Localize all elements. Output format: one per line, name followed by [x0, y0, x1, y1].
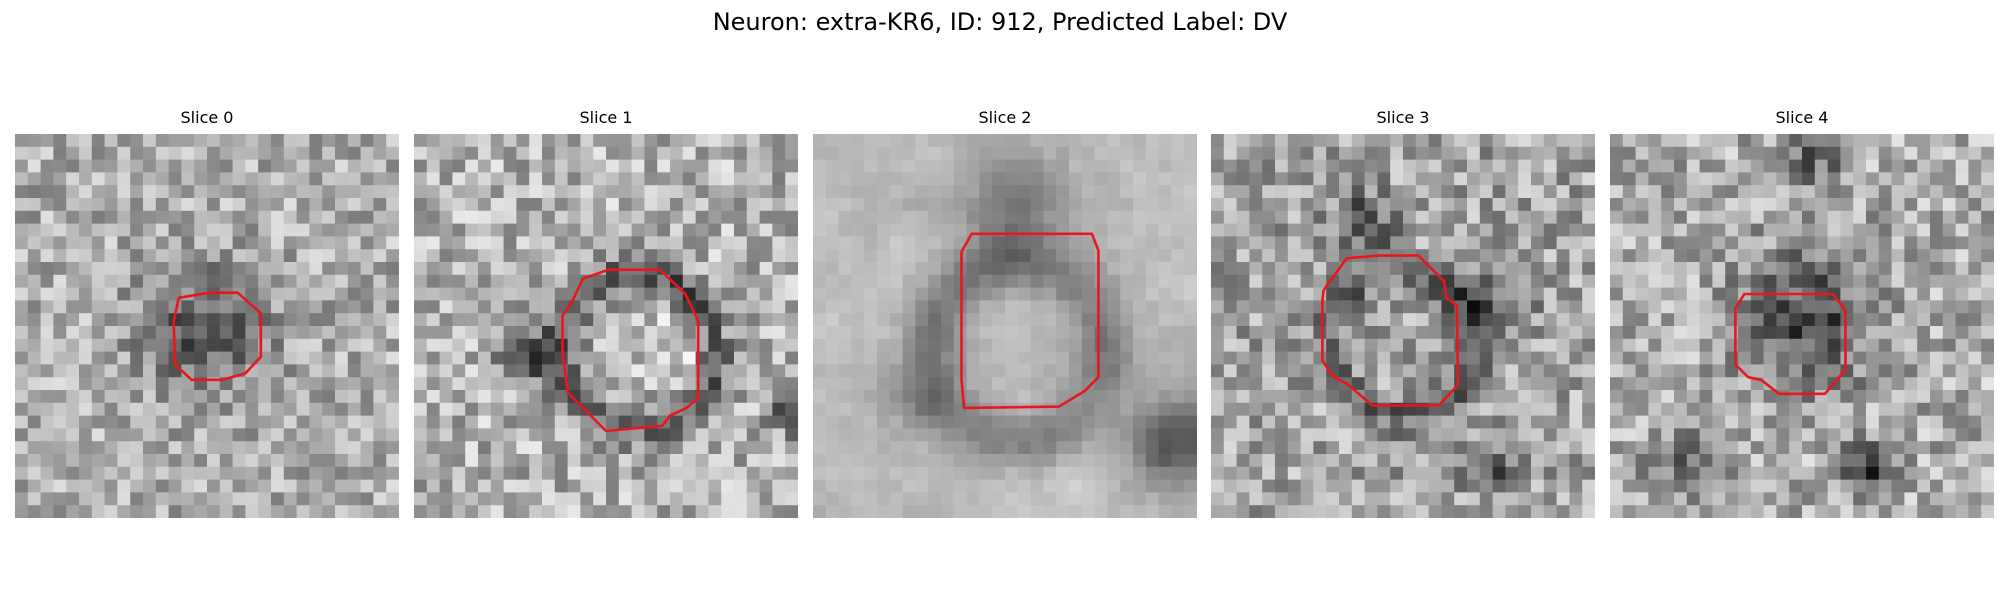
roi-outline-3: [1321, 254, 1460, 407]
slice-title-1: Slice 1: [579, 108, 633, 127]
slice-title-2: Slice 2: [978, 108, 1032, 127]
slice-panel-1: Slice 1: [414, 108, 798, 518]
slice-image-0: [15, 134, 399, 518]
slice-title-4: Slice 4: [1775, 108, 1829, 127]
slice-panel-3: Slice 3: [1211, 108, 1595, 518]
slice-image-3: [1211, 134, 1595, 518]
figure-title: Neuron: extra-KR6, ID: 912, Predicted La…: [712, 8, 1288, 36]
slice-title-3: Slice 3: [1376, 108, 1430, 127]
roi-outline-1: [561, 268, 700, 433]
slice-panel-4: Slice 4: [1610, 108, 1994, 518]
roi-outline-2: [960, 232, 1100, 410]
slice-panel-2: Slice 2: [813, 108, 1197, 518]
slice-image-1: [414, 134, 798, 518]
slice-image-4: [1610, 134, 1994, 518]
slice-panel-0: Slice 0: [15, 108, 399, 518]
slice-title-0: Slice 0: [180, 108, 234, 127]
roi-outline-4: [1734, 292, 1847, 396]
slice-image-2: [813, 134, 1197, 518]
roi-outline-0: [172, 291, 263, 382]
